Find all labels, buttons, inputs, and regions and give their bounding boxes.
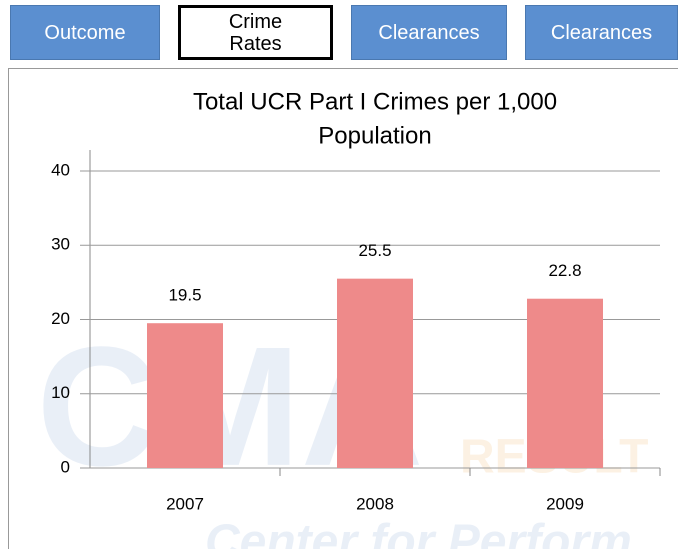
data-label: 25.5 — [358, 241, 391, 260]
y-tick-label: 0 — [61, 457, 70, 476]
x-tick-label: 2007 — [166, 494, 204, 513]
bar — [337, 278, 413, 468]
y-tick-label: 20 — [51, 309, 70, 328]
tab[interactable]: Crime Rates — [178, 5, 333, 60]
y-tick-label: 40 — [51, 160, 70, 179]
x-tick-label: 2008 — [356, 494, 394, 513]
tab[interactable]: Clearances — [525, 5, 678, 60]
x-tick-label: 2009 — [546, 494, 584, 513]
y-tick-label: 30 — [51, 235, 70, 254]
bar — [527, 298, 603, 468]
y-tick-label: 10 — [51, 383, 70, 402]
bar — [147, 323, 223, 468]
chart-title: Population — [318, 122, 431, 149]
tab[interactable]: Outcome — [10, 5, 160, 60]
tab[interactable]: Clearances — [351, 5, 507, 60]
chart-panel — [8, 68, 678, 549]
watermark: Center for Perform — [205, 516, 632, 549]
chart-title: Total UCR Part I Crimes per 1,000 — [193, 88, 557, 115]
data-label: 19.5 — [168, 286, 201, 305]
data-label: 22.8 — [548, 261, 581, 280]
